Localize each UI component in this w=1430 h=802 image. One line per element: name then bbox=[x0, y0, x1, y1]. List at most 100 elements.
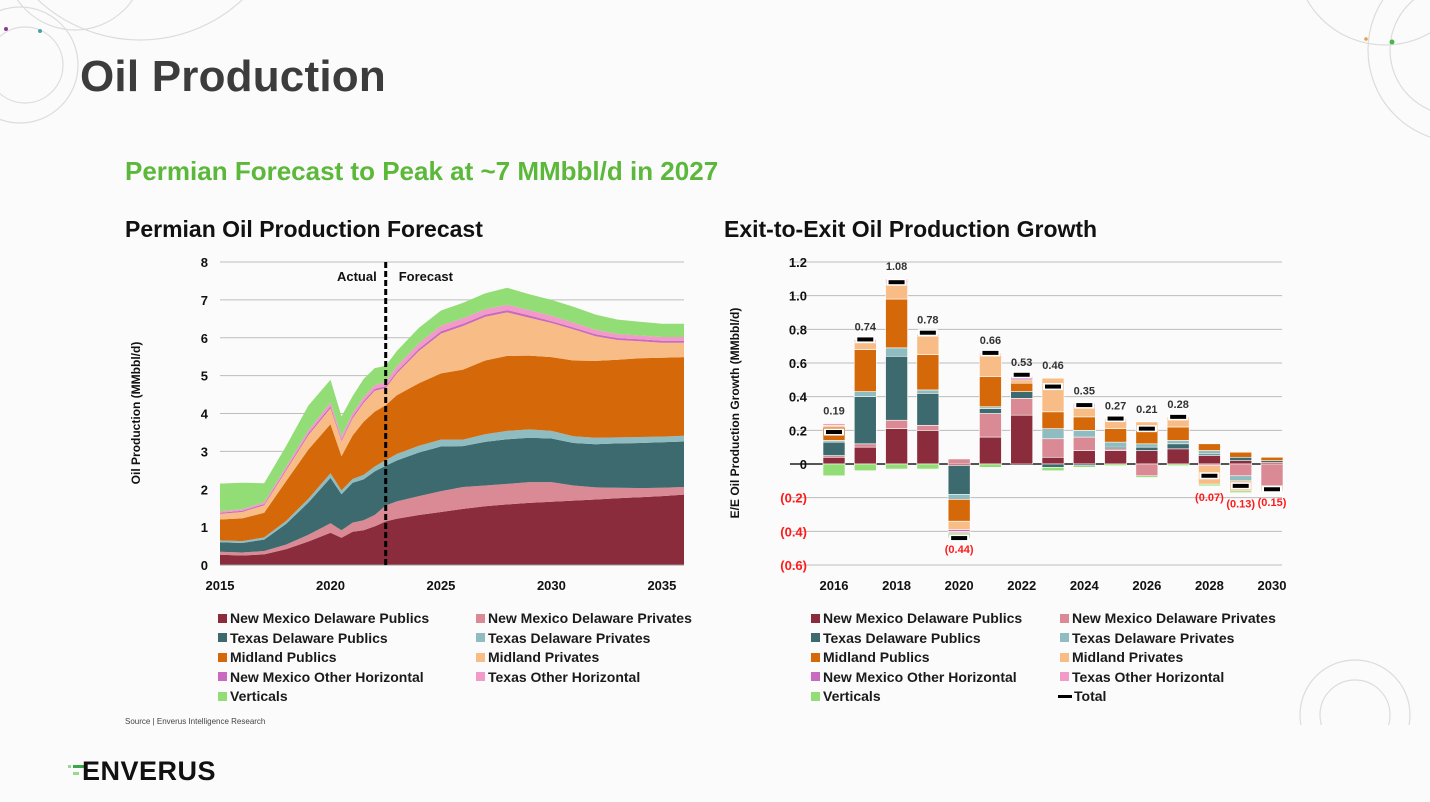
total-data-label: 0.53 bbox=[1011, 357, 1032, 369]
y-tick-label: 0 bbox=[201, 558, 208, 573]
y-tick-label: 0.2 bbox=[789, 423, 807, 438]
total-data-label: 0.21 bbox=[1136, 404, 1157, 416]
y-tick-label: 1.2 bbox=[789, 255, 807, 270]
legend-label: Texas Delaware Publics bbox=[230, 629, 388, 646]
legend-item-new-mexico-delaware-privates: New Mexico Delaware Privates bbox=[476, 609, 692, 627]
legend-item-verticals: Verticals bbox=[811, 687, 881, 705]
bar-texas-other-horizontal bbox=[822, 423, 846, 426]
bar-new-mexico-delaware-publics bbox=[1198, 455, 1221, 465]
legend-swatch bbox=[811, 691, 820, 701]
legend-item-midland-publics: Midland Publics bbox=[811, 648, 930, 666]
y-tick-label: (0.2) bbox=[780, 491, 807, 506]
bar-new-mexico-delaware-publics bbox=[1104, 450, 1127, 465]
page-subtitle: Permian Forecast to Peak at ~7 MMbbl/d i… bbox=[125, 156, 719, 186]
bar-new-mexico-delaware-privates bbox=[885, 419, 908, 429]
bar-texas-delaware-publics bbox=[979, 408, 1002, 414]
bar-texas-delaware-publics bbox=[1229, 456, 1253, 461]
legend-label: New Mexico Other Horizontal bbox=[823, 668, 1017, 685]
total-data-label: 0.74 bbox=[855, 321, 877, 333]
legend-label: Texas Other Horizontal bbox=[1072, 668, 1225, 685]
total-marker bbox=[982, 350, 999, 355]
total-data-label: (0.15) bbox=[1258, 497, 1287, 509]
y-tick-label: 3 bbox=[201, 444, 208, 459]
bar-texas-delaware-publics bbox=[1041, 463, 1065, 468]
bar-new-mexico-delaware-privates bbox=[1135, 463, 1159, 477]
bar-verticals bbox=[822, 463, 846, 477]
legend-swatch bbox=[811, 652, 820, 662]
y-tick-label: 0 bbox=[800, 457, 807, 472]
total-marker bbox=[951, 536, 968, 541]
legend-item-texas-delaware-publics: Texas Delaware Publics bbox=[218, 629, 388, 647]
bar-midland-publics bbox=[885, 298, 908, 349]
legend-label: New Mexico Other Horizontal bbox=[230, 668, 424, 685]
total-marker bbox=[1232, 483, 1249, 488]
legend-label: Verticals bbox=[823, 688, 881, 704]
legend-label: New Mexico Delaware Privates bbox=[1072, 610, 1276, 626]
bar-new-mexico-delaware-privates bbox=[1041, 438, 1065, 458]
total-marker bbox=[1076, 403, 1093, 408]
bar-midland-publics bbox=[1041, 411, 1065, 429]
bar-texas-delaware-privates bbox=[947, 493, 971, 500]
y-tick-label: 0.8 bbox=[789, 322, 807, 337]
x-tick-label: 2015 bbox=[206, 578, 235, 593]
area-new-mexico-delaware-publics bbox=[220, 494, 684, 565]
bar-midland-privates bbox=[947, 520, 971, 530]
bar-new-mexico-delaware-publics bbox=[916, 430, 940, 465]
legend-swatch bbox=[1060, 633, 1069, 642]
bar-verticals bbox=[1072, 465, 1096, 468]
total-marker bbox=[1107, 416, 1124, 421]
legend-item-midland-privates: Midland Privates bbox=[1060, 648, 1183, 666]
x-tick-label: 2026 bbox=[1132, 578, 1161, 593]
bar-new-mexico-delaware-privates bbox=[916, 424, 940, 431]
legend-item-texas-delaware-privates: Texas Delaware Privates bbox=[476, 629, 650, 647]
bar-midland-publics bbox=[1135, 430, 1159, 445]
legend-label: New Mexico Delaware Publics bbox=[230, 610, 430, 626]
bar-texas-delaware-privates bbox=[1104, 441, 1127, 448]
y-tick-label: 0.4 bbox=[789, 390, 808, 405]
legend-line-swatch bbox=[1058, 694, 1072, 698]
total-data-label: (0.07) bbox=[1195, 492, 1224, 504]
bar-texas-delaware-publics bbox=[853, 396, 877, 445]
bar-midland-publics bbox=[1010, 382, 1034, 392]
area-midland-privates bbox=[220, 312, 684, 520]
legend-swatch bbox=[218, 652, 227, 662]
total-marker bbox=[1264, 487, 1280, 492]
total-data-label: 0.66 bbox=[980, 335, 1001, 347]
bar-texas-delaware-publics bbox=[822, 441, 846, 456]
bar-verticals bbox=[916, 463, 940, 470]
bar-new-mexico-delaware-privates bbox=[1010, 398, 1034, 416]
bar-texas-delaware-privates bbox=[853, 391, 877, 397]
left-y-axis-label: Oil Production (MMbbl/d) bbox=[129, 342, 143, 485]
legend-item-texas-other-horizontal: Texas Other Horizontal bbox=[1060, 668, 1224, 686]
right-chart-title: Exit-to-Exit Oil Production Growth bbox=[724, 216, 1098, 242]
total-marker bbox=[1045, 384, 1061, 389]
bar-verticals bbox=[885, 463, 908, 470]
y-tick-label: 6 bbox=[201, 331, 208, 346]
area-verticals bbox=[220, 287, 684, 512]
bar-midland-privates bbox=[979, 354, 1002, 377]
bar-new-mexico-delaware-privates bbox=[1260, 463, 1284, 487]
area-new-mexico-delaware-privates bbox=[220, 482, 684, 556]
bar-midland-privates bbox=[853, 342, 877, 350]
legend-swatch bbox=[218, 633, 227, 642]
bar-midland-publics bbox=[979, 376, 1002, 408]
bar-new-mexico-delaware-privates bbox=[1072, 436, 1096, 451]
x-tick-label: 2020 bbox=[316, 578, 345, 593]
legend-swatch bbox=[811, 613, 820, 623]
bar-midland-privates bbox=[1010, 379, 1034, 384]
bar-texas-delaware-privates bbox=[916, 389, 940, 394]
bar-texas-delaware-privates bbox=[1198, 450, 1221, 455]
legend-item-new-mexico-delaware-publics: New Mexico Delaware Publics bbox=[811, 609, 1022, 627]
legend-label: Texas Delaware Privates bbox=[1072, 629, 1235, 646]
bar-texas-delaware-privates bbox=[1229, 475, 1253, 482]
y-tick-label: 0.6 bbox=[789, 356, 807, 371]
bar-verticals bbox=[1135, 475, 1159, 478]
legend-label: Midland Publics bbox=[230, 649, 337, 665]
page-title: Oil Production bbox=[80, 52, 386, 101]
legend-item-new-mexico-other-horizontal: New Mexico Other Horizontal bbox=[218, 668, 424, 686]
y-tick-label: 1.0 bbox=[789, 289, 807, 304]
legend-swatch bbox=[218, 672, 227, 681]
total-data-label: 0.28 bbox=[1167, 399, 1188, 411]
bar-midland-publics bbox=[916, 354, 940, 391]
